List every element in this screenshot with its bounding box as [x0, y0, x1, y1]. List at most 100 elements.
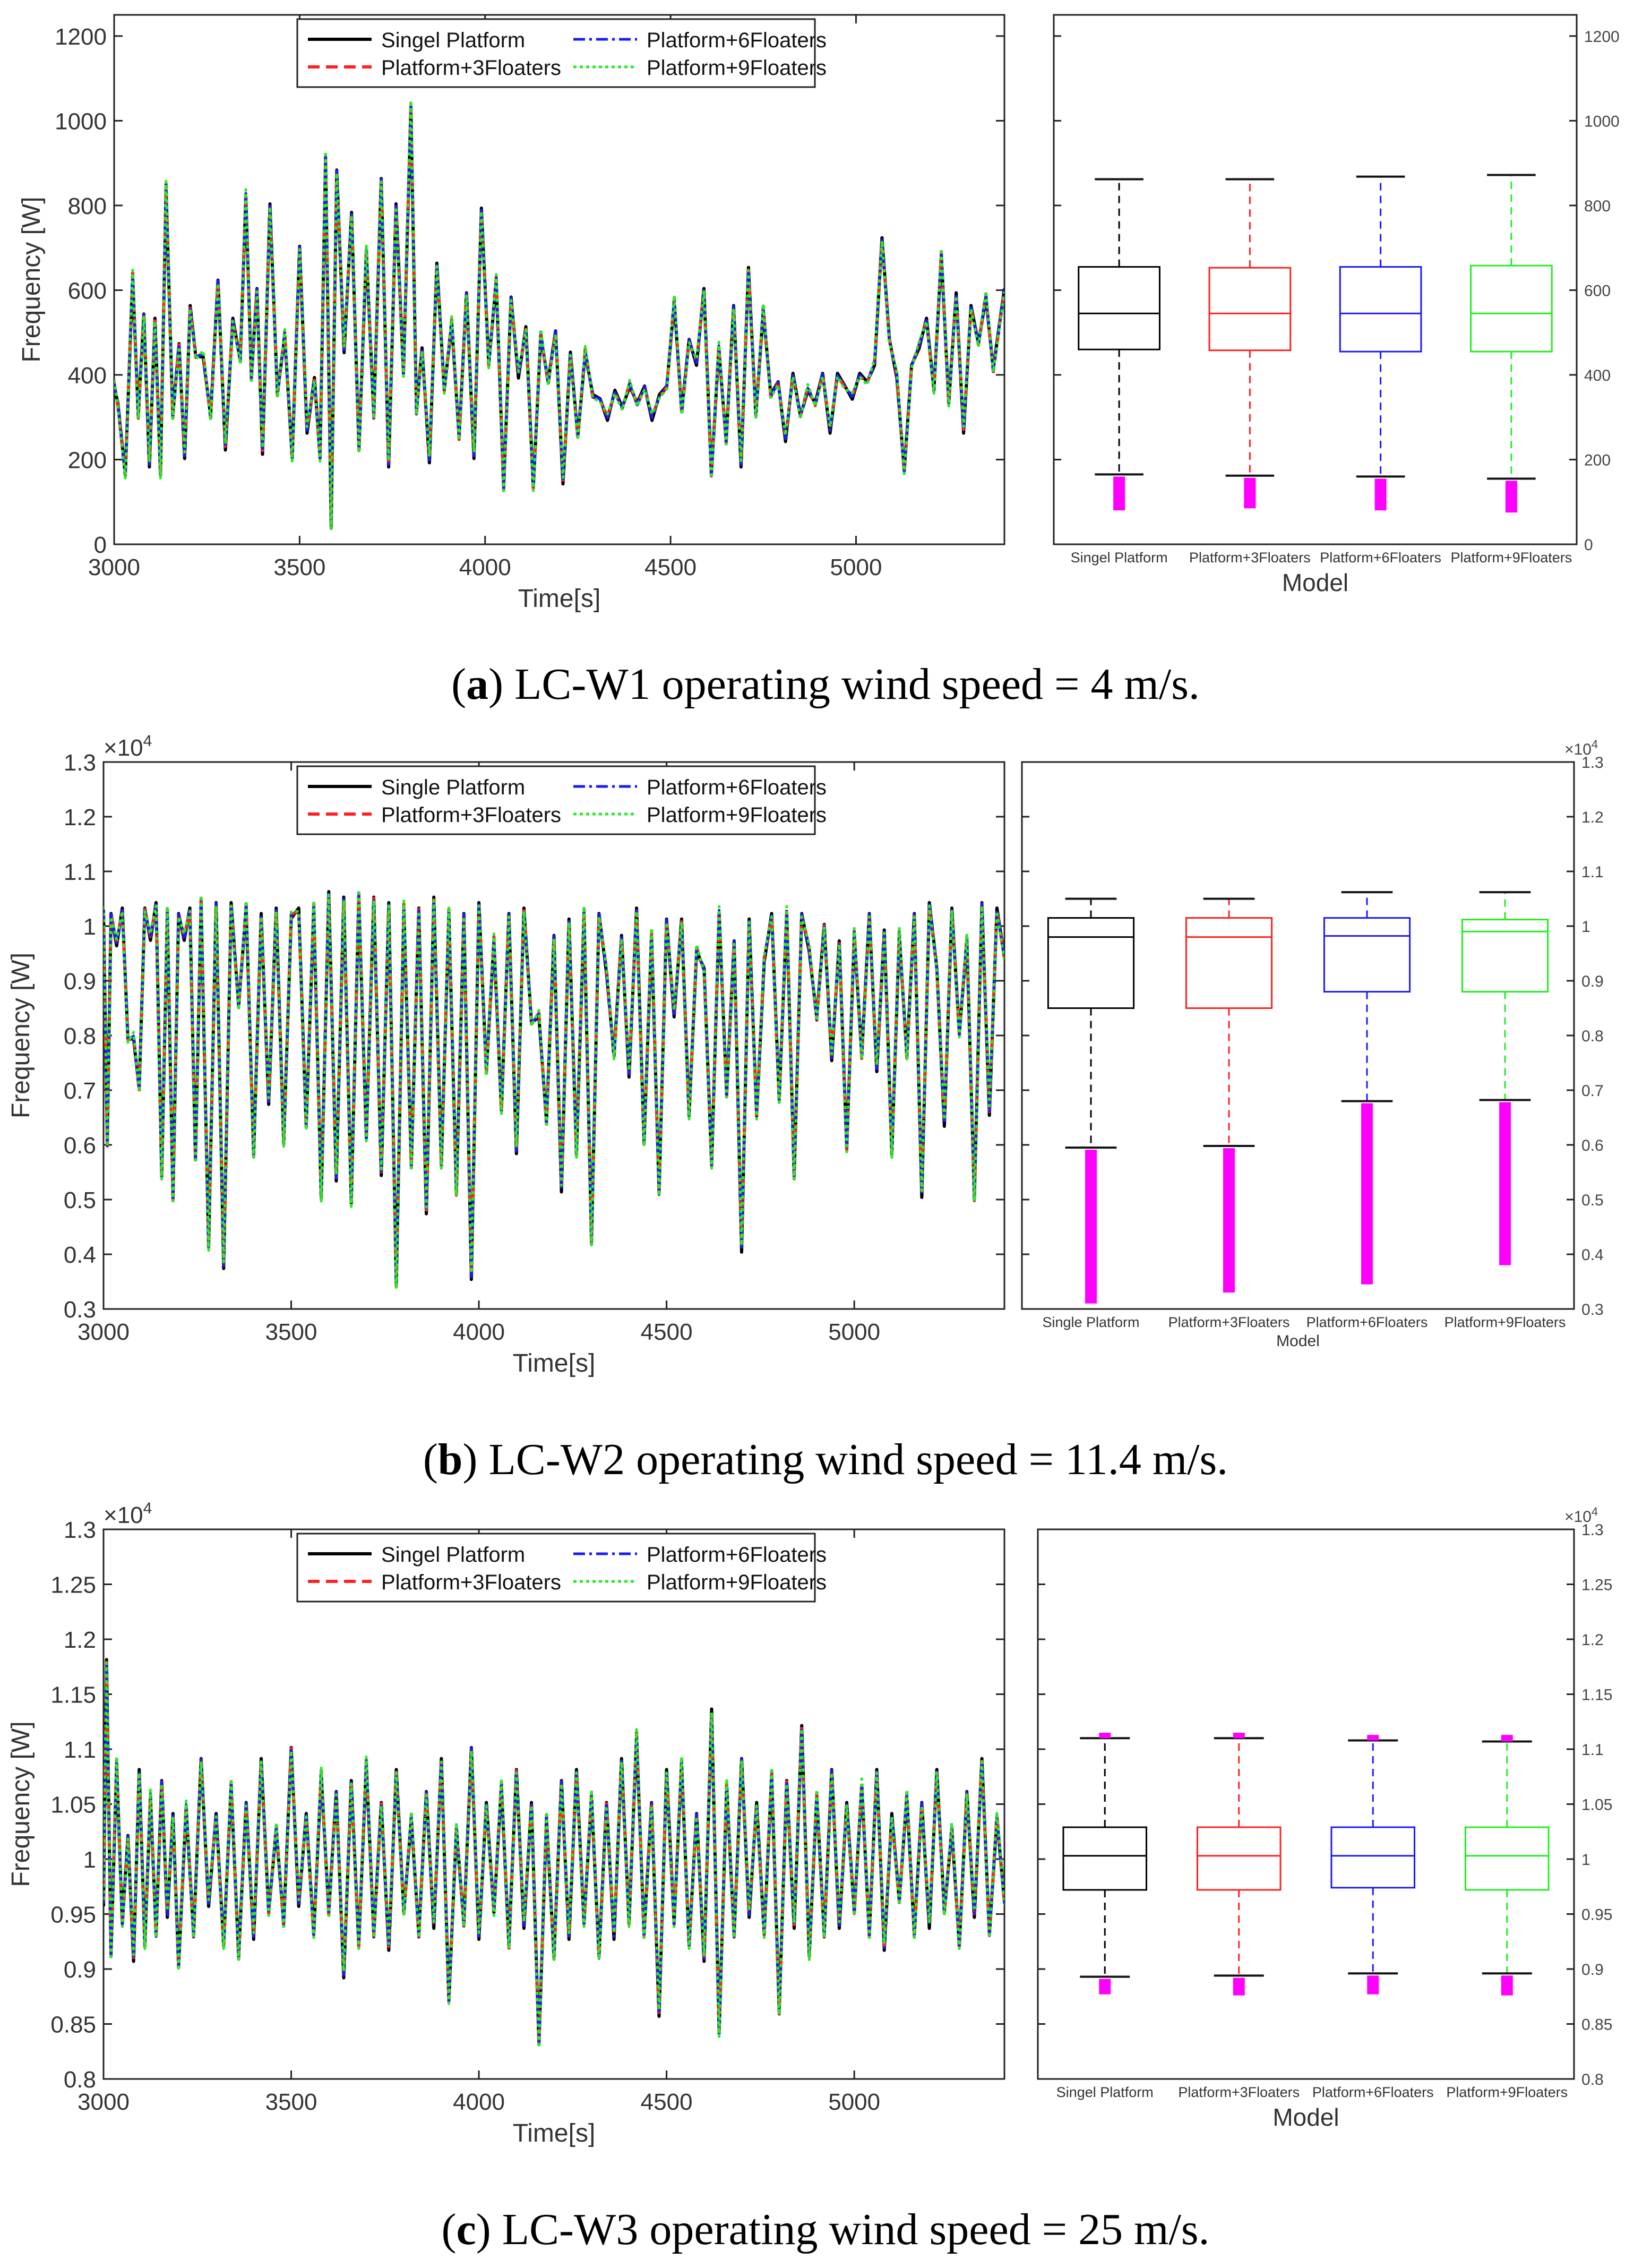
lower-outliers: [1374, 478, 1387, 511]
lower-outliers: [1367, 1975, 1379, 1995]
series-line-4: [104, 1662, 1004, 2049]
caption-b: (b) LC-W2 operating wind speed = 11.4 m/…: [423, 1435, 1228, 1484]
legend-label: Platform+9Floaters: [647, 1571, 827, 1594]
box-2: [1196, 1732, 1282, 1996]
legend-label: Single Platform: [381, 776, 525, 799]
box-1: [1047, 897, 1135, 1304]
y-tick-label: 0: [94, 532, 107, 558]
iqr-box: [1470, 264, 1553, 353]
box-y-tick-label: 1.2: [1581, 809, 1604, 826]
caption-a: (a) LC-W1 operating wind speed = 4 m/s.: [451, 660, 1200, 709]
y-tick-label: 1.1: [64, 859, 96, 885]
y-tick-label: 0.7: [64, 1078, 96, 1104]
box-category-label: Platform+9Floaters: [1446, 2084, 1568, 2100]
box-y-tick-label: 0.6: [1581, 1137, 1604, 1154]
box-y-tick-label: 1.3: [1581, 754, 1604, 772]
box-y-tick-label: 0.95: [1581, 1906, 1612, 1924]
box-4: [1461, 891, 1549, 1265]
series-line-4: [104, 888, 1004, 1290]
legend-label: Singel Platform: [381, 29, 525, 52]
box-y-tick-label: 800: [1584, 198, 1611, 215]
y-tick-label: 0.8: [64, 2067, 96, 2093]
box-y-tick-label: 200: [1584, 451, 1611, 469]
box-4: [1464, 1735, 1550, 1996]
box-2: [1185, 897, 1273, 1293]
box-x-axis-label: Model: [1276, 1332, 1320, 1350]
box-1: [1062, 1732, 1148, 1995]
legend-label: Platform+6Floaters: [647, 1543, 827, 1567]
caption-c: (c) LC-W3 operating wind speed = 25 m/s.: [441, 2205, 1210, 2254]
y-tick-label: 0.9: [64, 1957, 96, 1983]
x-axis-label: Time[s]: [518, 585, 601, 613]
x-tick-label: 4000: [453, 1319, 505, 1345]
iqr-box: [1078, 266, 1160, 350]
box-category-label: Platform+6Floaters: [1320, 550, 1441, 566]
upper-outliers: [1233, 1732, 1245, 1739]
iqr-box: [1062, 1826, 1148, 1891]
line-plot-area: [102, 1528, 1005, 2080]
y-tick-label: 200: [68, 447, 107, 473]
x-tick-label: 4000: [453, 2089, 505, 2115]
y-tick-label: 1: [83, 1847, 96, 1873]
box-y-tick-label: 0.3: [1581, 1301, 1604, 1319]
y-tick-label: 400: [68, 363, 107, 389]
legend-label: Platform+3Floaters: [381, 56, 561, 80]
y-tick-label: 800: [68, 193, 107, 219]
upper-outliers: [1099, 1732, 1111, 1739]
lower-outliers: [1361, 1103, 1373, 1285]
y-tick-label: 1.2: [64, 1627, 96, 1653]
y-exponent-label: ×104: [104, 1500, 152, 1528]
legend-box: [296, 18, 816, 88]
box-3: [1330, 1735, 1416, 1995]
x-tick-label: 5000: [828, 1319, 880, 1345]
iqr-box: [1185, 917, 1273, 1009]
box-category-label: Platform+9Floaters: [1450, 550, 1572, 566]
y-tick-label: 1.3: [64, 1517, 96, 1543]
x-tick-label: 4500: [641, 2089, 693, 2115]
box-y-tick-label: 0.9: [1581, 973, 1604, 990]
box-category-label: Singel Platform: [1071, 550, 1168, 566]
iqr-box: [1461, 919, 1549, 993]
box-y-tick-label: 0.8: [1581, 2071, 1604, 2089]
box-y-tick-label: 1.2: [1581, 1631, 1604, 1649]
legend: Singel Platform Platform+3Floaters Platfor…: [296, 18, 827, 88]
y-tick-label: 1.3: [64, 750, 96, 776]
x-tick-label: 5000: [828, 2089, 880, 2115]
x-tick-label: 3000: [78, 2089, 130, 2115]
box-y-tick-label: 1.1: [1581, 863, 1604, 881]
box-category-label: Platform+3Floaters: [1189, 550, 1311, 566]
box-y-tick-label: 0.85: [1581, 2016, 1612, 2034]
lower-outliers: [1505, 481, 1517, 513]
y-tick-label: 0.3: [64, 1297, 96, 1323]
y-tick-label: 1000: [55, 108, 107, 134]
legend-label: Platform+3Floaters: [381, 803, 561, 827]
x-tick-label: 3000: [88, 554, 140, 580]
box-category-label: Platform+6Floaters: [1312, 2084, 1434, 2100]
y-axis-label: Frequency [W]: [7, 1721, 35, 1887]
x-tick-label: 3500: [265, 2089, 317, 2115]
iqr-box: [1208, 267, 1292, 352]
box-y-tick-label: 1200: [1584, 28, 1620, 46]
box-y-tick-label: 1.1: [1581, 1741, 1604, 1759]
box-y-tick-label: 0.9: [1581, 1961, 1604, 1979]
box-plot-area: [1021, 761, 1575, 1310]
box-4: [1470, 174, 1553, 513]
y-tick-label: 1200: [55, 24, 107, 50]
lower-outliers: [1223, 1148, 1235, 1293]
iqr-box: [1464, 1826, 1550, 1891]
box-y-tick-label: 0.7: [1581, 1082, 1604, 1100]
box-y-tick-label: 1.3: [1581, 1521, 1604, 1539]
y-tick-label: 1: [83, 914, 96, 940]
lower-outliers: [1244, 477, 1256, 509]
y-tick-label: 0.9: [64, 969, 96, 995]
y-axis-label: Frequency [W]: [7, 953, 35, 1118]
y-tick-label: 0.4: [64, 1242, 96, 1268]
y-tick-label: 1.2: [64, 805, 96, 831]
box-2: [1208, 178, 1292, 509]
box-plot-area: [1037, 1528, 1575, 2080]
lower-outliers: [1501, 1975, 1513, 1996]
y-tick-label: 1.15: [50, 1682, 96, 1708]
box-y-tick-label: 1: [1581, 918, 1590, 936]
legend: Singel Platform Platform+3Floaters Platfor…: [296, 1533, 827, 1603]
